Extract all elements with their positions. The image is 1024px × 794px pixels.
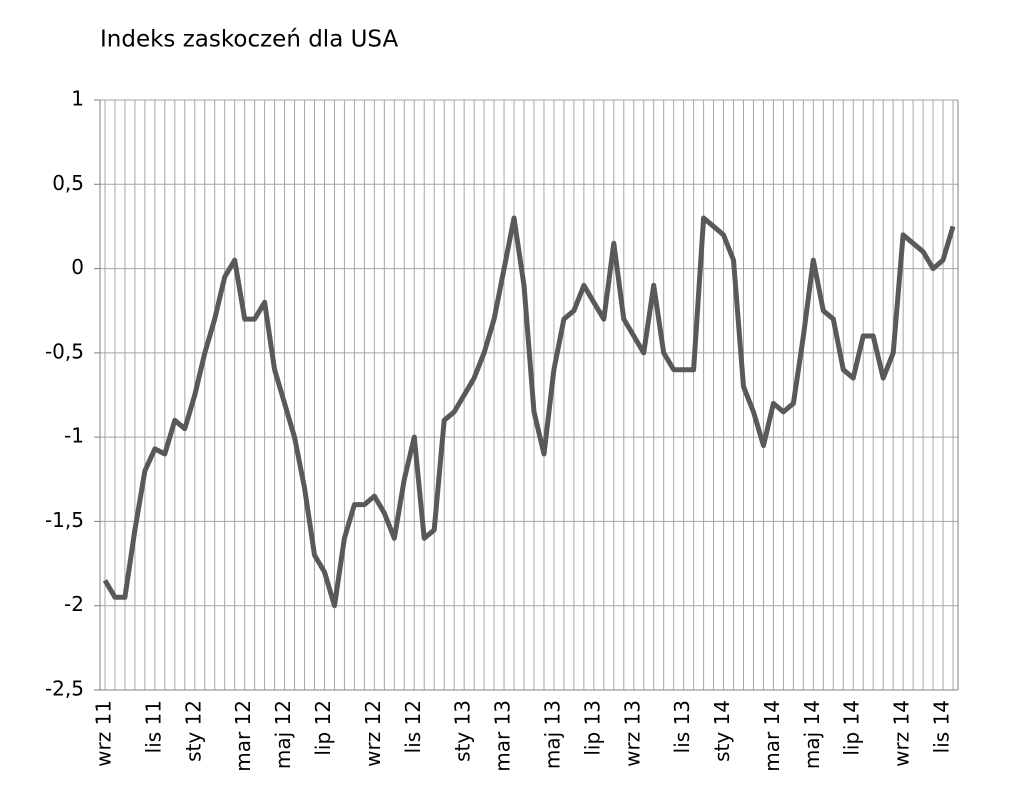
y-tick-label: 0,5 (52, 171, 84, 195)
x-tick-label: maj 13 (540, 700, 564, 769)
x-tick-label: lis 13 (670, 700, 694, 753)
x-tick-label: wrz 11 (91, 700, 115, 767)
x-tick-label: wrz 14 (890, 700, 914, 767)
x-tick-label: sty 12 (181, 700, 205, 762)
x-tick-label: lip 14 (840, 700, 864, 756)
data-line (102, 215, 956, 609)
x-tick-label: wrz 12 (361, 700, 385, 767)
x-tick-label: sty 14 (710, 700, 734, 762)
x-tick-label: mar 14 (760, 700, 784, 772)
x-tick-label: lis 11 (141, 700, 165, 753)
x-tick-label: sty 13 (451, 700, 475, 762)
y-tick-label: -1,5 (45, 508, 84, 532)
y-tick-label: -1 (64, 424, 84, 448)
y-tick-label: 0 (71, 255, 84, 279)
x-tick-label: lis 12 (401, 700, 425, 753)
x-tick-label: lis 14 (930, 700, 954, 753)
x-tick-label: maj 14 (800, 700, 824, 769)
x-tick-label: lip 13 (580, 700, 604, 756)
x-tick-label: mar 12 (231, 700, 255, 772)
y-tick-label: -2 (64, 592, 84, 616)
x-tick-label: lip 12 (311, 700, 335, 756)
y-tick-label: -0,5 (45, 339, 84, 363)
y-tick-label: -2,5 (45, 677, 84, 701)
x-tick-label: mar 13 (491, 700, 515, 772)
x-tick-label: wrz 13 (620, 700, 644, 767)
x-tick-label: maj 12 (271, 700, 295, 769)
chart-title: Indeks zaskoczeń dla USA (100, 27, 398, 53)
y-tick-label: 1 (71, 87, 84, 111)
